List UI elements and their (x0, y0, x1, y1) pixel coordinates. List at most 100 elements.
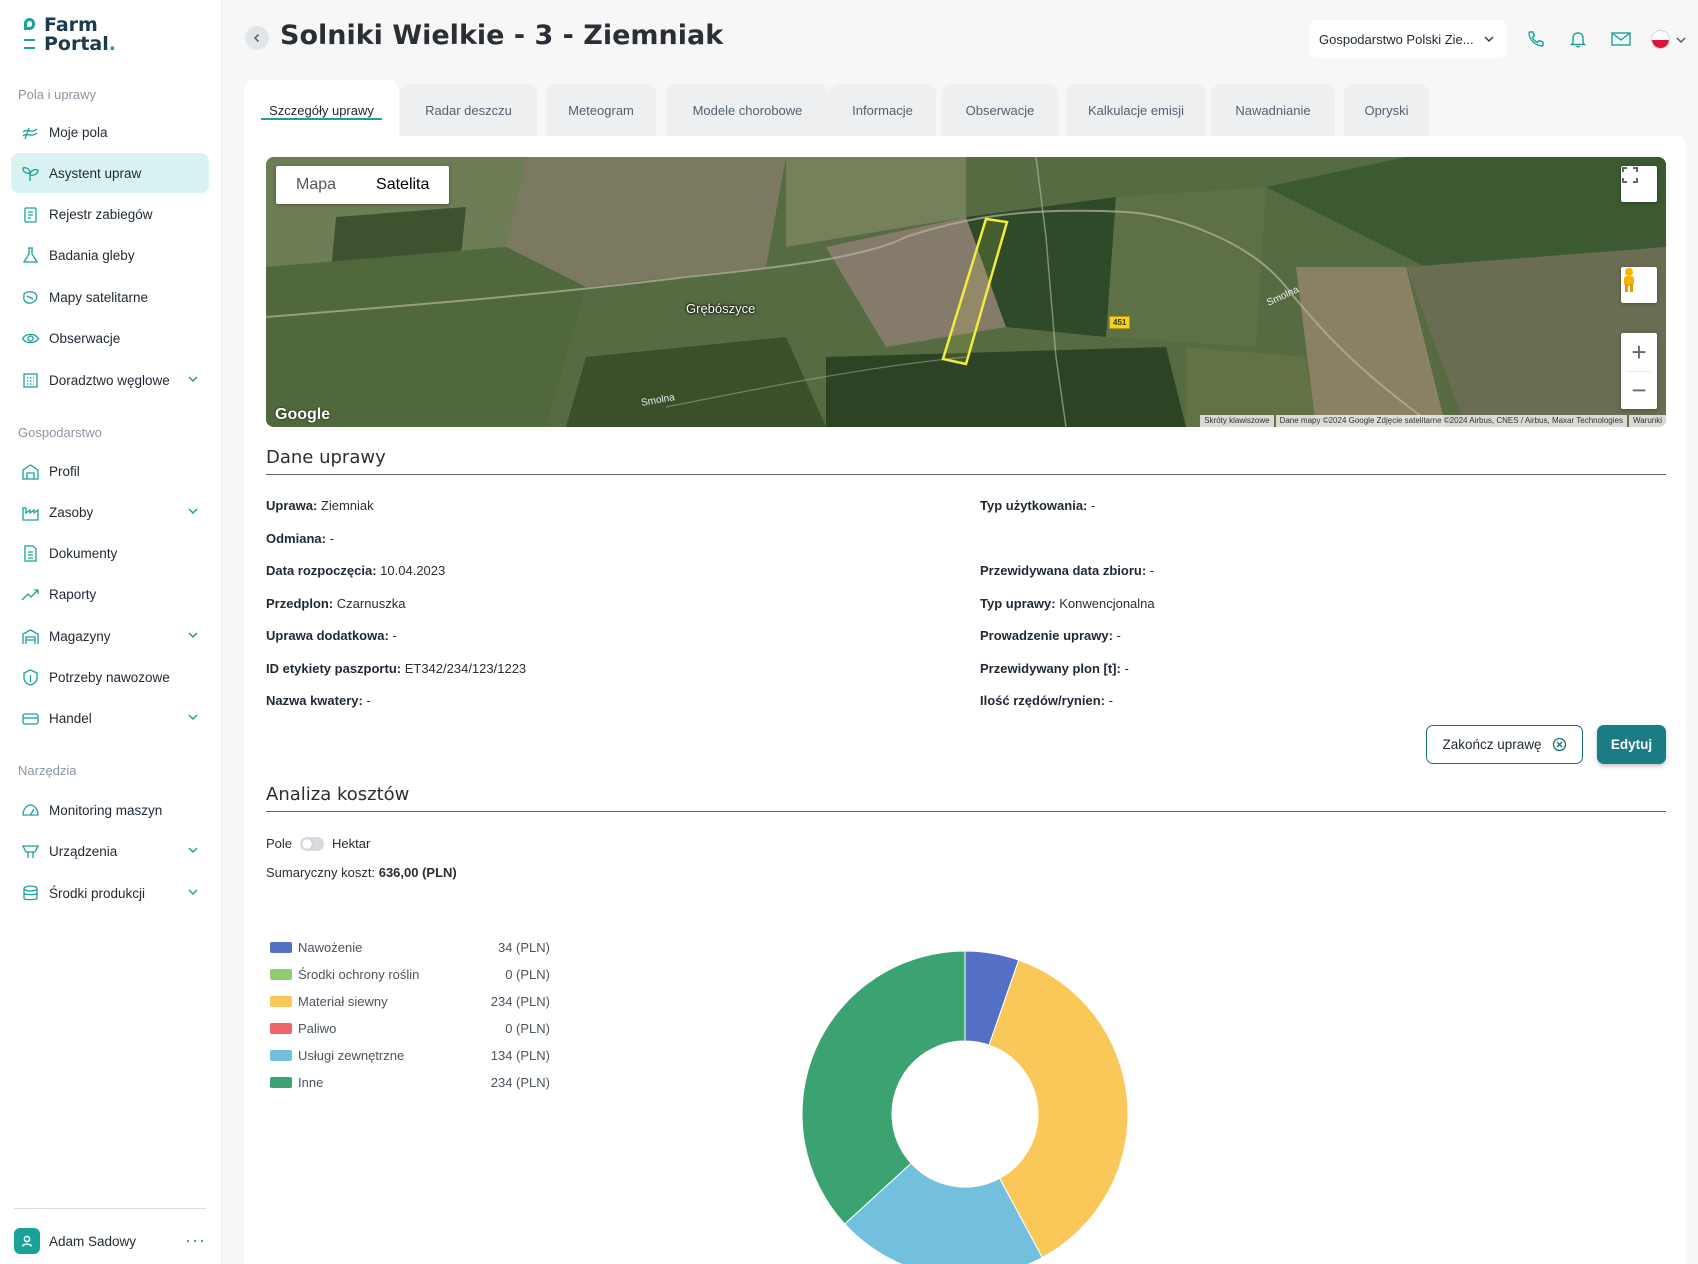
sidebar-item-raporty[interactable]: Raporty (11, 574, 209, 614)
satellite-map-icon (20, 287, 40, 307)
chevron-down-icon[interactable] (187, 844, 199, 856)
sidebar-item-potrzeby-nawozowe[interactable]: Potrzeby nawozowe (11, 657, 209, 697)
zoom-out-button[interactable]: − (1631, 374, 1647, 405)
tab-9[interactable]: Opryski (1344, 84, 1429, 136)
map-data-attribution: Dane mapy ©2024 Google Zdjęcie satelitar… (1275, 415, 1627, 427)
sidebar-item-środki-produkcji[interactable]: Środki produkcji (11, 873, 209, 913)
tab-4[interactable]: Modele chorobowe (666, 84, 829, 136)
legend-item[interactable]: Paliwo 0 (PLN) (270, 1018, 550, 1038)
sidebar-item-doradztwo-węglowe[interactable]: Doradztwo węglowe (11, 360, 209, 400)
database-icon (20, 883, 40, 903)
logo-line2: Portal (44, 33, 109, 55)
farm-portal-logo[interactable]: Farm Portal. (22, 16, 116, 54)
sidebar-item-dokumenty[interactable]: Dokumenty (11, 533, 209, 573)
field-value: - (392, 628, 397, 643)
sidebar-section-fields: Pola i uprawy (18, 87, 97, 102)
tab-5[interactable]: Informacje (829, 84, 936, 136)
donut-slice-6[interactable] (801, 950, 966, 1225)
sidebar-item-asystent-upraw[interactable]: Asystent upraw (11, 153, 209, 193)
flask-icon (20, 245, 40, 265)
legend-item[interactable]: Nawożenie 34 (PLN) (270, 937, 550, 957)
language-chevron-down-icon[interactable] (1675, 34, 1687, 46)
farm-select[interactable]: Gospodarstwo Polski Zie... (1309, 20, 1507, 58)
bell-icon[interactable] (1566, 27, 1590, 51)
field-value: - (366, 693, 371, 708)
phone-icon[interactable] (1524, 27, 1548, 51)
sidebar-item-handel[interactable]: Handel (11, 698, 209, 738)
tab-2[interactable]: Radar deszczu (400, 84, 537, 136)
chevron-down-icon[interactable] (187, 505, 199, 517)
fullscreen-button[interactable] (1621, 166, 1657, 202)
map-type-switch: Mapa Satelita (276, 166, 450, 204)
sidebar-item-moje-pola[interactable]: Moje pola (11, 112, 209, 152)
fields-icon (20, 122, 40, 142)
tab-active-indicator (261, 118, 382, 120)
sidebar-item-label: Profil (49, 463, 80, 479)
unit-toggle[interactable] (300, 836, 325, 851)
tab-label: Nawadnianie (1235, 102, 1311, 118)
sidebar: Farm Portal. Pola i uprawy Gospodarstwo … (0, 0, 222, 1264)
tab-7[interactable]: Kalkulacje emisji (1066, 84, 1206, 136)
sidebar-item-magazyny[interactable]: Magazyny (11, 616, 209, 656)
legend-item[interactable]: Materiał siewny 234 (PLN) (270, 991, 550, 1011)
chevron-down-icon[interactable] (187, 629, 199, 641)
map-type-satellite-button[interactable]: Satelita (376, 176, 430, 193)
mail-icon[interactable] (1609, 27, 1633, 51)
user-profile[interactable]: Adam Sadowy ··· (14, 1226, 206, 1256)
legend-label: Paliwo (298, 1020, 337, 1036)
map-type-map-button[interactable]: Mapa (296, 176, 337, 193)
tab-label: Obserwacje (965, 102, 1035, 118)
barn-icon (20, 461, 40, 481)
chevron-down-icon[interactable] (187, 373, 199, 385)
flag-pl-icon[interactable] (1651, 30, 1670, 49)
donut-slice-5[interactable] (844, 1162, 1043, 1264)
map-attribution: Skróty klawiszowe Dane mapy ©2024 Google… (1198, 415, 1666, 427)
satellite-map[interactable]: Mapa Satelita + − Grębószyce Smolna Smol… (266, 157, 1666, 427)
chevron-down-icon[interactable] (187, 711, 199, 723)
crop-field-left-2: Odmiana: - (266, 531, 334, 546)
legend-item[interactable]: Środki ochrony roślin 0 (PLN) (270, 964, 550, 984)
legend-swatch (270, 968, 292, 980)
field-value: - (329, 531, 334, 546)
sidebar-item-zasoby[interactable]: Zasoby (11, 492, 209, 532)
finish-crop-button[interactable]: Zakończ uprawę (1426, 725, 1583, 764)
sidebar-item-badania-gleby[interactable]: Badania gleby (11, 235, 209, 275)
sidebar-item-obserwacje[interactable]: Obserwacje (11, 318, 209, 358)
map-terms-link[interactable]: Warunki (1628, 415, 1666, 427)
back-button[interactable] (245, 26, 269, 50)
tab-1[interactable]: Szczegóły uprawy (244, 80, 399, 140)
legend-swatch (270, 1022, 292, 1034)
sidebar-item-mapy-satelitarne[interactable]: Mapy satelitarne (11, 277, 209, 317)
tab-6[interactable]: Obserwacje (942, 84, 1058, 136)
sidebar-item-urządzenia[interactable]: Urządzenia (11, 831, 209, 871)
logo-mark-icon (22, 16, 38, 54)
map-shortcuts-link[interactable]: Skróty klawiszowe (1200, 415, 1274, 427)
user-more-button[interactable]: ··· (185, 1230, 206, 1250)
legend-swatch (270, 995, 292, 1007)
sidebar-item-monitoring-maszyn[interactable]: Monitoring maszyn (11, 790, 209, 830)
total-cost: Sumaryczny koszt: 636,00 (PLN) (266, 865, 457, 880)
sidebar-item-profil[interactable]: Profil (11, 451, 209, 491)
donut-slice-3[interactable] (988, 959, 1129, 1259)
chevron-down-icon[interactable] (187, 886, 199, 898)
tab-3[interactable]: Meteogram (546, 84, 656, 136)
handshake-icon (20, 708, 40, 728)
zoom-in-button[interactable]: + (1631, 336, 1647, 367)
finish-crop-label: Zakończ uprawę (1442, 737, 1542, 752)
road-number-badge: 451 (1109, 316, 1131, 329)
legend-item[interactable]: Usługi zewnętrzne 134 (PLN) (270, 1045, 550, 1065)
tab-label: Modele chorobowe (692, 102, 803, 118)
sidebar-item-label: Dokumenty (49, 545, 118, 561)
cost-analysis-title: Analiza kosztów (266, 784, 410, 805)
sidebar-item-rejestr-zabiegów[interactable]: Rejestr zabiegów (11, 194, 209, 234)
street-view-pegman[interactable] (1621, 267, 1657, 303)
edit-button[interactable]: Edytuj (1597, 725, 1666, 764)
legend-item[interactable]: Inne 234 (PLN) (270, 1072, 550, 1092)
field-label: Prowadzenie uprawy: (980, 628, 1113, 643)
crop-field-right-3: Typ uprawy: Konwencjonalna (980, 596, 1155, 611)
legend-value: 234 (PLN) (490, 993, 550, 1009)
field-value: Konwencjonalna (1059, 596, 1155, 611)
gauge-icon (20, 800, 40, 820)
tab-8[interactable]: Nawadnianie (1211, 84, 1335, 136)
field-value: - (1091, 498, 1096, 513)
